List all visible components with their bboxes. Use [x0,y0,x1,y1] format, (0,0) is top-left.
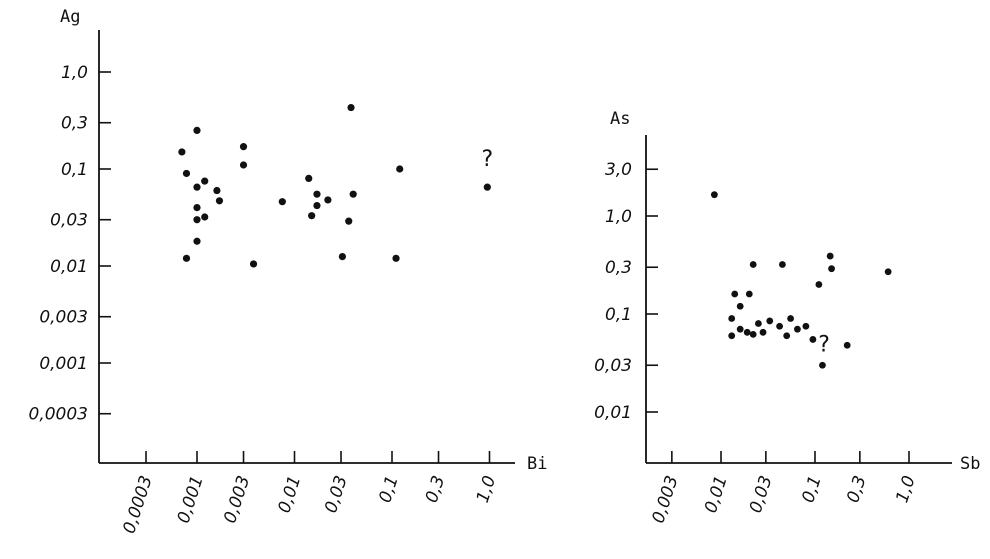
data-point [710,191,718,199]
annotations-as-sb: ? [818,333,830,358]
data-point [182,169,191,178]
chart-ag-bi: Ag Bi 1,00,30,10,030,010,0030,0010,0003 … [29,7,548,536]
x-tick-label: 0,01 [701,473,732,515]
data-point [193,126,201,134]
x-tick-label: 0,3 [422,473,449,505]
data-point [249,260,258,268]
y-tick-label: 0,3 [61,114,88,134]
y-tick-label: 0,003 [39,308,88,328]
data-point [324,196,332,204]
data-point [776,322,783,330]
y-tick-label: 0,0003 [29,405,88,425]
data-point [193,204,201,212]
y-tick-label: 3,0 [605,160,632,180]
data-point [828,265,835,273]
data-point [193,237,201,245]
y-ticks-as: 3,0 1,0 0,3 0,1 0,03 0,01 [594,160,658,423]
data-point [345,217,353,225]
data-point [213,186,221,195]
x-tick-label: 0,03 [746,473,777,515]
data-point [826,252,834,260]
data-point [731,290,739,298]
x-tick-label: 0,3 [843,473,870,505]
data-point [308,212,316,220]
y-axis-label-ag: Ag [60,7,80,27]
data-point [239,143,248,151]
data-point [483,183,491,191]
data-point [749,330,757,338]
x-axis-label-bi: Bi [527,454,547,474]
question-mark-annotation: ? [481,147,493,172]
x-axis-label-sb: Sb [960,454,980,474]
data-point [736,325,744,333]
data-point [779,261,786,268]
data-point [843,341,851,349]
data-point [787,315,794,322]
data-point [884,268,892,276]
data-point [193,183,201,191]
y-tick-label: 0,01 [50,257,88,277]
data-point [743,328,751,336]
x-tick-label: 0,001 [174,473,208,525]
data-point [215,197,224,205]
data-point [819,361,826,369]
x-tick-label: 0,003 [649,473,683,525]
data-point [278,198,286,206]
x-tick-label: 0,003 [220,473,254,525]
x-tick-label: 1,0 [473,473,500,505]
data-point [305,174,313,183]
data-point [392,254,400,262]
y-tick-label: 0,1 [61,160,88,180]
y-tick-label: 1,0 [61,63,88,83]
data-point [794,325,801,333]
data-point [728,332,736,340]
data-point [313,190,321,198]
x-tick-label: 0,1 [375,473,402,505]
data-point [749,261,757,268]
data-point [313,201,321,210]
data-point [239,161,248,169]
y-tick-label: 0,03 [594,356,632,376]
data-point [815,281,823,288]
y-tick-label: 1,0 [605,207,632,227]
question-mark-annotation: ? [818,333,830,358]
data-point [193,216,201,224]
data-point [736,302,744,310]
data-point [759,328,767,336]
annotations-ag-bi: ? [481,147,493,172]
data-point [182,254,191,262]
data-point [728,315,736,322]
chart-as-sb: As Sb 3,0 1,0 0,3 0,1 0,03 0,01 0,003 0,01 0,03… [594,109,980,526]
y-tick-label: 0,01 [594,403,632,423]
data-point [755,320,762,327]
x-tick-label: 0,0003 [119,473,156,536]
data-point [347,103,355,112]
data-point [349,190,357,198]
data-point [201,177,209,185]
data-point [766,317,774,325]
data-point [783,332,791,340]
data-point [338,252,347,261]
points-ag-bi [178,103,491,268]
x-tick-label: 0,1 [798,473,825,505]
y-tick-label: 0,3 [605,258,632,278]
x-tick-label: 0,03 [321,473,352,515]
points-as-sb [710,191,892,369]
y-axis-label-as: As [610,109,630,129]
x-tick-label: 1,0 [892,473,919,505]
y-tick-label: 0,001 [39,354,88,374]
data-point [201,213,209,221]
data-point [396,165,404,173]
data-point [809,336,817,343]
data-point [178,148,186,156]
y-tick-label: 0,03 [50,211,88,231]
data-point [802,322,810,330]
x-tick-label: 0,01 [275,473,306,515]
y-tick-label: 0,1 [605,305,632,325]
y-ticks-ag: 1,0 0,3 0,1 0,03 0,01 0,003 0,001 0,0003 [29,63,111,425]
data-point [745,290,753,298]
